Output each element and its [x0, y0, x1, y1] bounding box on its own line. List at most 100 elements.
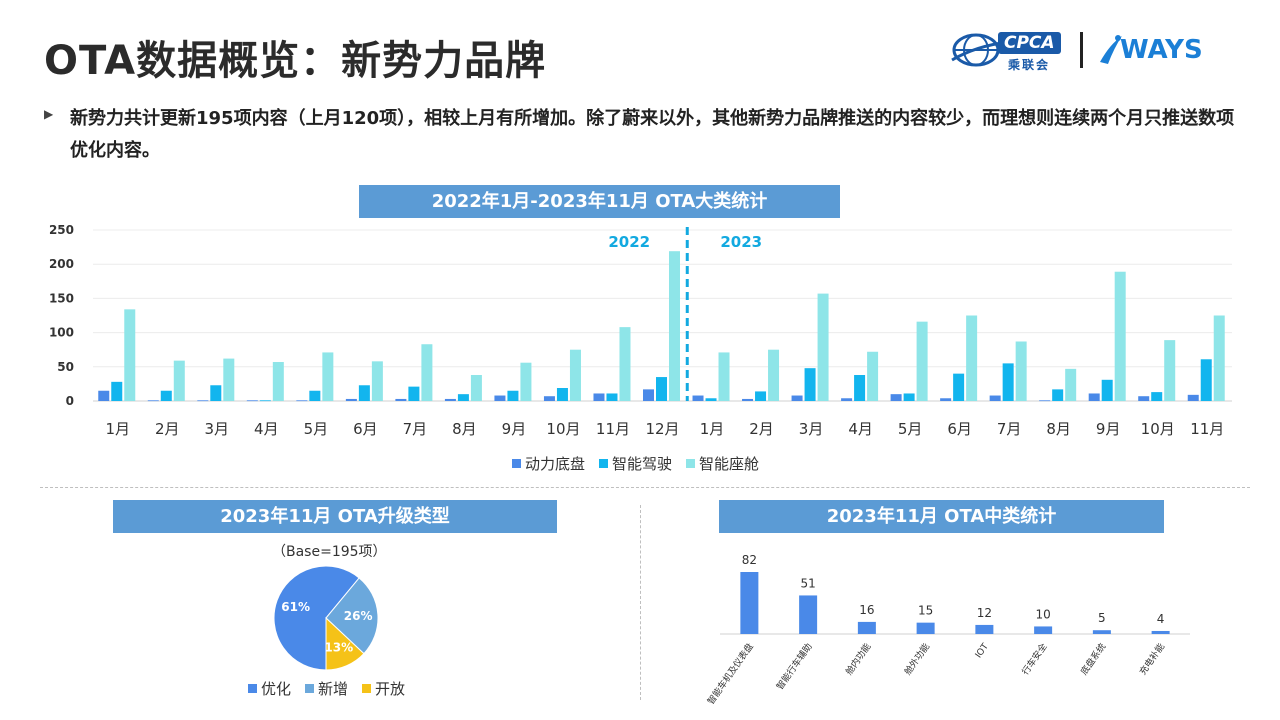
bar-智能驾驶: [1151, 392, 1163, 401]
sub-bar: [975, 624, 994, 634]
sub-bar: [799, 595, 818, 634]
bar-智能驾驶: [309, 390, 321, 401]
legend-item: 动力底盘: [512, 453, 585, 474]
bar-智能座舱: [1065, 368, 1077, 401]
x-tick-label: 4月: [254, 420, 279, 438]
bar-动力底盘: [1187, 394, 1199, 401]
x-tick-label: 3月: [205, 420, 230, 438]
sub-category-label: 行车安全: [1019, 641, 1049, 677]
x-tick-label: 7月: [997, 420, 1022, 438]
ways-swoosh-icon: [1100, 35, 1122, 64]
bar-动力底盘: [147, 400, 159, 402]
bar-智能座舱: [1015, 341, 1027, 401]
x-tick-label: 11月: [1190, 420, 1224, 438]
legend-swatch: [305, 684, 315, 693]
legend-swatch: [248, 684, 257, 693]
bullet-triangle-icon: ▶: [44, 107, 54, 121]
y-tick-label: 150: [49, 291, 74, 305]
x-tick-label: 5月: [898, 420, 923, 438]
legend-swatch: [599, 459, 609, 468]
bar-动力底盘: [296, 400, 308, 402]
x-tick-label: 6月: [353, 420, 378, 438]
sub-bar: [1092, 630, 1111, 634]
legend-item: 智能座舱: [686, 453, 759, 474]
sub-category-label: 底盘系统: [1078, 641, 1108, 677]
bar-智能座舱: [619, 327, 631, 401]
bar-动力底盘: [1138, 396, 1150, 401]
sub-bar-value-label: 5: [1098, 611, 1106, 625]
pie-chart-title: 2023年11月 OTA升级类型: [113, 500, 557, 533]
ways-logo-text: WAYS: [1120, 35, 1203, 65]
sub-bar: [857, 621, 876, 634]
x-tick-label: 9月: [502, 420, 527, 438]
sub-bar-value-label: 12: [977, 606, 992, 620]
bar-动力底盘: [1039, 400, 1051, 402]
x-tick-label: 1月: [105, 420, 130, 438]
bar-智能座舱: [371, 361, 383, 401]
bar-智能驾驶: [1002, 363, 1014, 401]
bar-智能座舱: [669, 251, 680, 401]
bar-智能驾驶: [1052, 389, 1064, 401]
upgrade-type-pie-chart: 61% 26% 13%: [273, 565, 379, 671]
bar-智能驾驶: [755, 391, 767, 401]
subcategory-bar-chart: 82 智能车机及仪表盘 51 智能行车辅助 16 舱内功能 15 舱外功能 12 IOT 10 行车安…: [705, 553, 1190, 707]
bar-智能座舱: [272, 362, 284, 401]
bar-动力底盘: [444, 398, 456, 401]
bar-动力底盘: [1088, 393, 1100, 401]
bar-动力底盘: [989, 395, 1001, 401]
pie-slice-优化: [273, 565, 360, 671]
sub-bar: [1151, 630, 1170, 634]
column-divider: [640, 505, 641, 700]
sub-bar-value-label: 82: [742, 553, 757, 567]
sub-chart-title: 2023年11月 OTA中类统计: [719, 500, 1164, 533]
y-tick-label: 50: [57, 360, 74, 374]
bar-智能驾驶: [804, 368, 816, 401]
bar-智能驾驶: [210, 385, 222, 401]
sub-category-label: 舱内功能: [843, 641, 873, 677]
bar-智能座舱: [223, 358, 235, 401]
bar-动力底盘: [890, 394, 902, 401]
legend-label: 优化: [261, 680, 292, 698]
bar-智能驾驶: [507, 390, 519, 401]
legend-item: 开放: [362, 678, 405, 699]
pie-slice-label: 13%: [324, 641, 353, 655]
bar-动力底盘: [345, 398, 357, 401]
legend-item: 智能驾驶: [599, 453, 672, 474]
x-tick-label: 5月: [304, 420, 329, 438]
pie-slice-开放: [325, 616, 365, 671]
bar-智能驾驶: [457, 394, 469, 401]
legend-label: 智能座舱: [699, 455, 760, 473]
legend-swatch: [686, 459, 696, 468]
sub-bar: [740, 572, 759, 634]
bar-智能驾驶: [408, 386, 420, 401]
bar-智能座舱: [520, 362, 532, 401]
bar-智能座舱: [470, 375, 482, 401]
bar-动力底盘: [593, 393, 605, 401]
bar-动力底盘: [940, 398, 952, 401]
y-tick-label: 0: [66, 394, 74, 408]
bar-智能驾驶: [656, 377, 667, 401]
sub-category-label: 智能车机及仪表盘: [705, 641, 756, 707]
x-tick-label: 9月: [1096, 420, 1121, 438]
pie-slice-label: 26%: [344, 609, 373, 623]
y-tick-label: 100: [49, 326, 74, 340]
bar-动力底盘: [98, 390, 110, 401]
x-tick-label: 1月: [700, 420, 725, 438]
bar-智能座舱: [867, 351, 879, 401]
legend-item: 新增: [305, 678, 348, 699]
bar-动力底盘: [791, 395, 803, 401]
sub-category-label: IOT: [974, 642, 991, 661]
x-tick-label: 2月: [749, 420, 774, 438]
bar-智能座舱: [768, 349, 780, 401]
bar-智能座舱: [817, 293, 829, 401]
bar-动力底盘: [692, 395, 704, 401]
bar-智能驾驶: [953, 373, 965, 401]
legend-item: 优化: [248, 678, 291, 699]
bar-动力底盘: [197, 400, 209, 402]
bar-智能驾驶: [854, 375, 866, 401]
cpca-logo: CPCA 乘联会: [950, 26, 1070, 74]
main-chart-title: 2022年1月-2023年11月 OTA大类统计: [359, 185, 840, 218]
bar-智能座舱: [718, 352, 730, 401]
bar-智能驾驶: [259, 400, 271, 402]
bar-动力底盘: [841, 398, 853, 401]
